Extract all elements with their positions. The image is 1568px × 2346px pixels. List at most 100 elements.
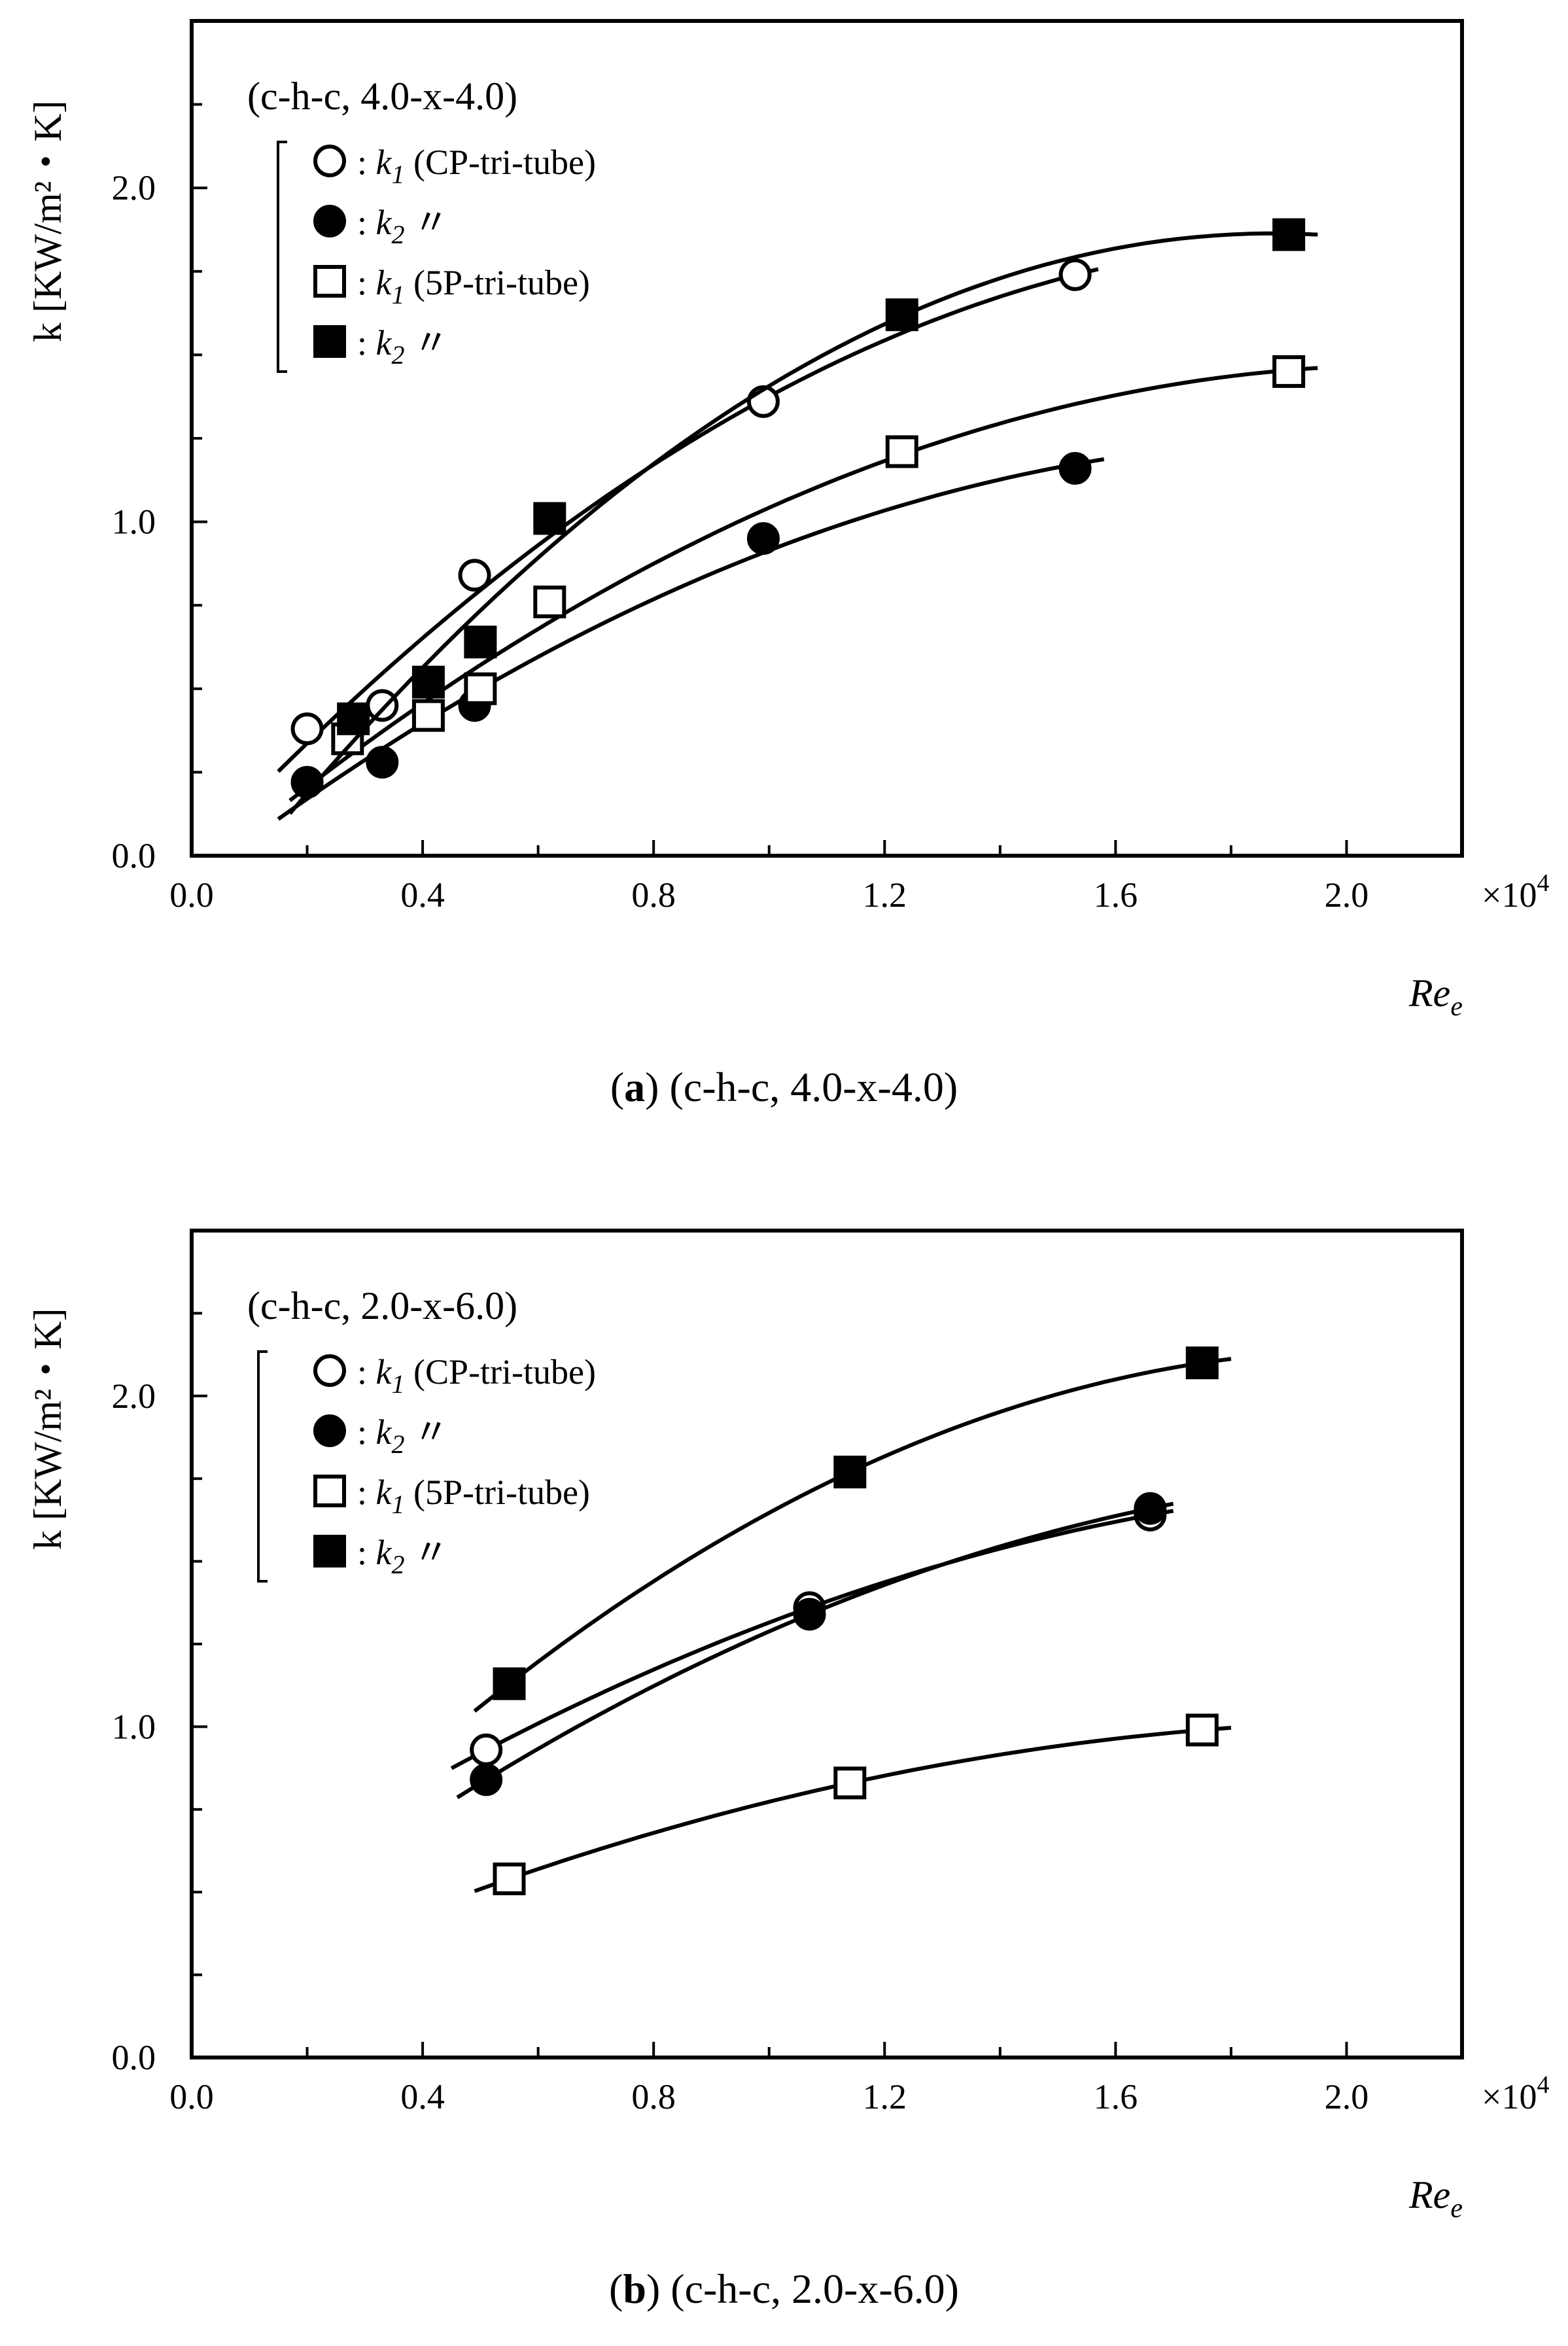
series-b-1 — [450, 1498, 1174, 1770]
legend-description: 〃 — [404, 203, 449, 242]
y-tick-label: 1.0 — [112, 1707, 156, 1746]
data-point-open-square — [493, 1862, 526, 1895]
fit-curve — [456, 1501, 1174, 1800]
legend-symbol: k — [376, 1473, 392, 1512]
data-point-open-square — [1272, 355, 1306, 388]
data-point-filled-square — [493, 1667, 526, 1700]
legend-symbol: k — [376, 1412, 392, 1452]
x-label-subscript: e — [1450, 2194, 1463, 2224]
data-point-filled-circle — [746, 522, 780, 555]
data-point-filled-square — [833, 1456, 867, 1489]
legend-marker-filled-circle — [313, 1414, 346, 1447]
caption-text: (c-h-c, 4.0-x-4.0) — [659, 1064, 958, 1110]
data-point-open-circle — [470, 1733, 503, 1766]
legend-colon: : — [357, 1533, 376, 1572]
fit-curve — [277, 267, 1099, 773]
legend-description: (5P-tri-tube) — [404, 263, 589, 302]
data-point-filled-square — [1272, 218, 1306, 251]
caption-paren-open: ( — [610, 1064, 624, 1110]
y-axis-label: k [KW/m²・K] — [26, 100, 69, 342]
data-point-open-circle — [1058, 258, 1092, 291]
x-tick-label: 1.2 — [863, 875, 907, 915]
y-tick-label: 0.0 — [112, 836, 156, 875]
legend-description: (CP-tri-tube) — [404, 143, 595, 182]
data-point-filled-square — [337, 702, 370, 735]
legend-subscript: 1 — [391, 1490, 404, 1519]
legend-entry: : k2 〃 — [357, 1533, 449, 1579]
data-point-open-square — [411, 699, 445, 732]
x-tick-label: 1.6 — [1094, 2077, 1138, 2116]
legend-entry: : k1 (5P-tri-tube) — [357, 263, 590, 309]
panel-title: (c-h-c, 4.0-x-4.0) — [247, 75, 517, 118]
series-a-2 — [277, 451, 1105, 821]
x-multiplier-base: ×10 — [1482, 2077, 1537, 2116]
caption-paren-close: ) — [646, 2266, 660, 2312]
legend-entry: : k2 〃 — [357, 203, 449, 249]
legend-colon: : — [357, 143, 376, 182]
x-multiplier-base: ×10 — [1482, 875, 1537, 915]
legend-bracket — [277, 141, 287, 373]
series-a-3 — [288, 355, 1318, 802]
data-point-open-circle — [366, 689, 399, 722]
series-a-1 — [277, 258, 1099, 773]
series-a-4 — [288, 218, 1318, 815]
x-label-main: Re — [1408, 972, 1450, 1015]
legend-description: 〃 — [404, 323, 449, 362]
x-tick-label: 0.4 — [400, 2077, 445, 2116]
data-point-filled-square — [411, 665, 445, 699]
y-tick-label: 2.0 — [112, 168, 156, 207]
legend-subscript: 1 — [391, 280, 404, 309]
series-b-2 — [456, 1492, 1174, 1800]
data-point-filled-square — [533, 502, 566, 535]
legend-marker-open-square — [313, 265, 346, 298]
legend-description: 〃 — [404, 1533, 449, 1572]
legend-colon: : — [357, 323, 376, 362]
caption-letter: a — [624, 1064, 645, 1110]
fit-curve — [473, 1357, 1232, 1713]
legend-marker-filled-square — [313, 1535, 346, 1567]
legend-colon: : — [357, 203, 376, 242]
legend-description: (5P-tri-tube) — [404, 1473, 589, 1512]
x-tick-label: 0.0 — [169, 2077, 214, 2116]
x-axis-multiplier: ×104 — [1482, 869, 1549, 915]
y-tick-label: 0.0 — [112, 2038, 156, 2077]
legend-symbol: k — [376, 1533, 392, 1572]
series-b-4 — [473, 1346, 1232, 1713]
figure-caption-b: (b) (c-h-c, 2.0-x-6.0) — [609, 2266, 959, 2312]
legend-entry: : k2 〃 — [357, 323, 449, 370]
data-point-filled-circle — [366, 746, 399, 779]
caption-paren-close: ) — [645, 1064, 659, 1110]
x-label-main: Re — [1408, 2173, 1450, 2216]
legend-entry: : k2 〃 — [357, 1412, 449, 1459]
legend-symbol: k — [376, 263, 392, 302]
data-point-filled-circle — [793, 1598, 826, 1631]
legend-entry: : k1 (CP-tri-tube) — [357, 1352, 596, 1399]
x-tick-label: 1.2 — [863, 2077, 907, 2116]
series-b-3 — [474, 1713, 1232, 1895]
legend-symbol: k — [376, 143, 392, 182]
fit-curve — [450, 1509, 1174, 1770]
x-axis-label: Ree — [1408, 972, 1463, 1022]
y-tick-label: 2.0 — [112, 1376, 156, 1416]
legend-colon: : — [357, 1412, 376, 1452]
chart-panel-b: 0.0 0.4 0.8 1.2 1.6 2.0 0.0 1.0 2.0 ×104 Ree k [KW/… — [26, 1229, 1549, 2224]
legend: : k1 (CP-tri-tube): k2 〃: k1 (5P-tri-tub… — [277, 141, 596, 373]
x-multiplier-exponent: 4 — [1537, 869, 1549, 897]
data-point-open-square — [833, 1766, 867, 1800]
panel-title: (c-h-c, 2.0-x-6.0) — [247, 1284, 517, 1327]
legend-marker-open-circle — [313, 145, 346, 177]
x-multiplier-exponent: 4 — [1537, 2071, 1549, 2099]
legend-entry: : k1 (CP-tri-tube) — [357, 143, 596, 189]
fit-curve — [474, 1726, 1232, 1893]
legend-marker-open-circle — [313, 1354, 346, 1387]
fit-curve — [277, 457, 1105, 821]
legend-colon: : — [357, 1352, 376, 1392]
legend-marker-filled-square — [313, 325, 346, 358]
caption-paren-open: ( — [609, 2266, 623, 2312]
legend-description: (CP-tri-tube) — [404, 1352, 595, 1392]
caption-text: (c-h-c, 2.0-x-6.0) — [660, 2266, 959, 2312]
x-tick-label: 0.8 — [631, 875, 676, 915]
data-point-open-square — [533, 586, 566, 619]
legend-subscript: 2 — [391, 1429, 404, 1459]
